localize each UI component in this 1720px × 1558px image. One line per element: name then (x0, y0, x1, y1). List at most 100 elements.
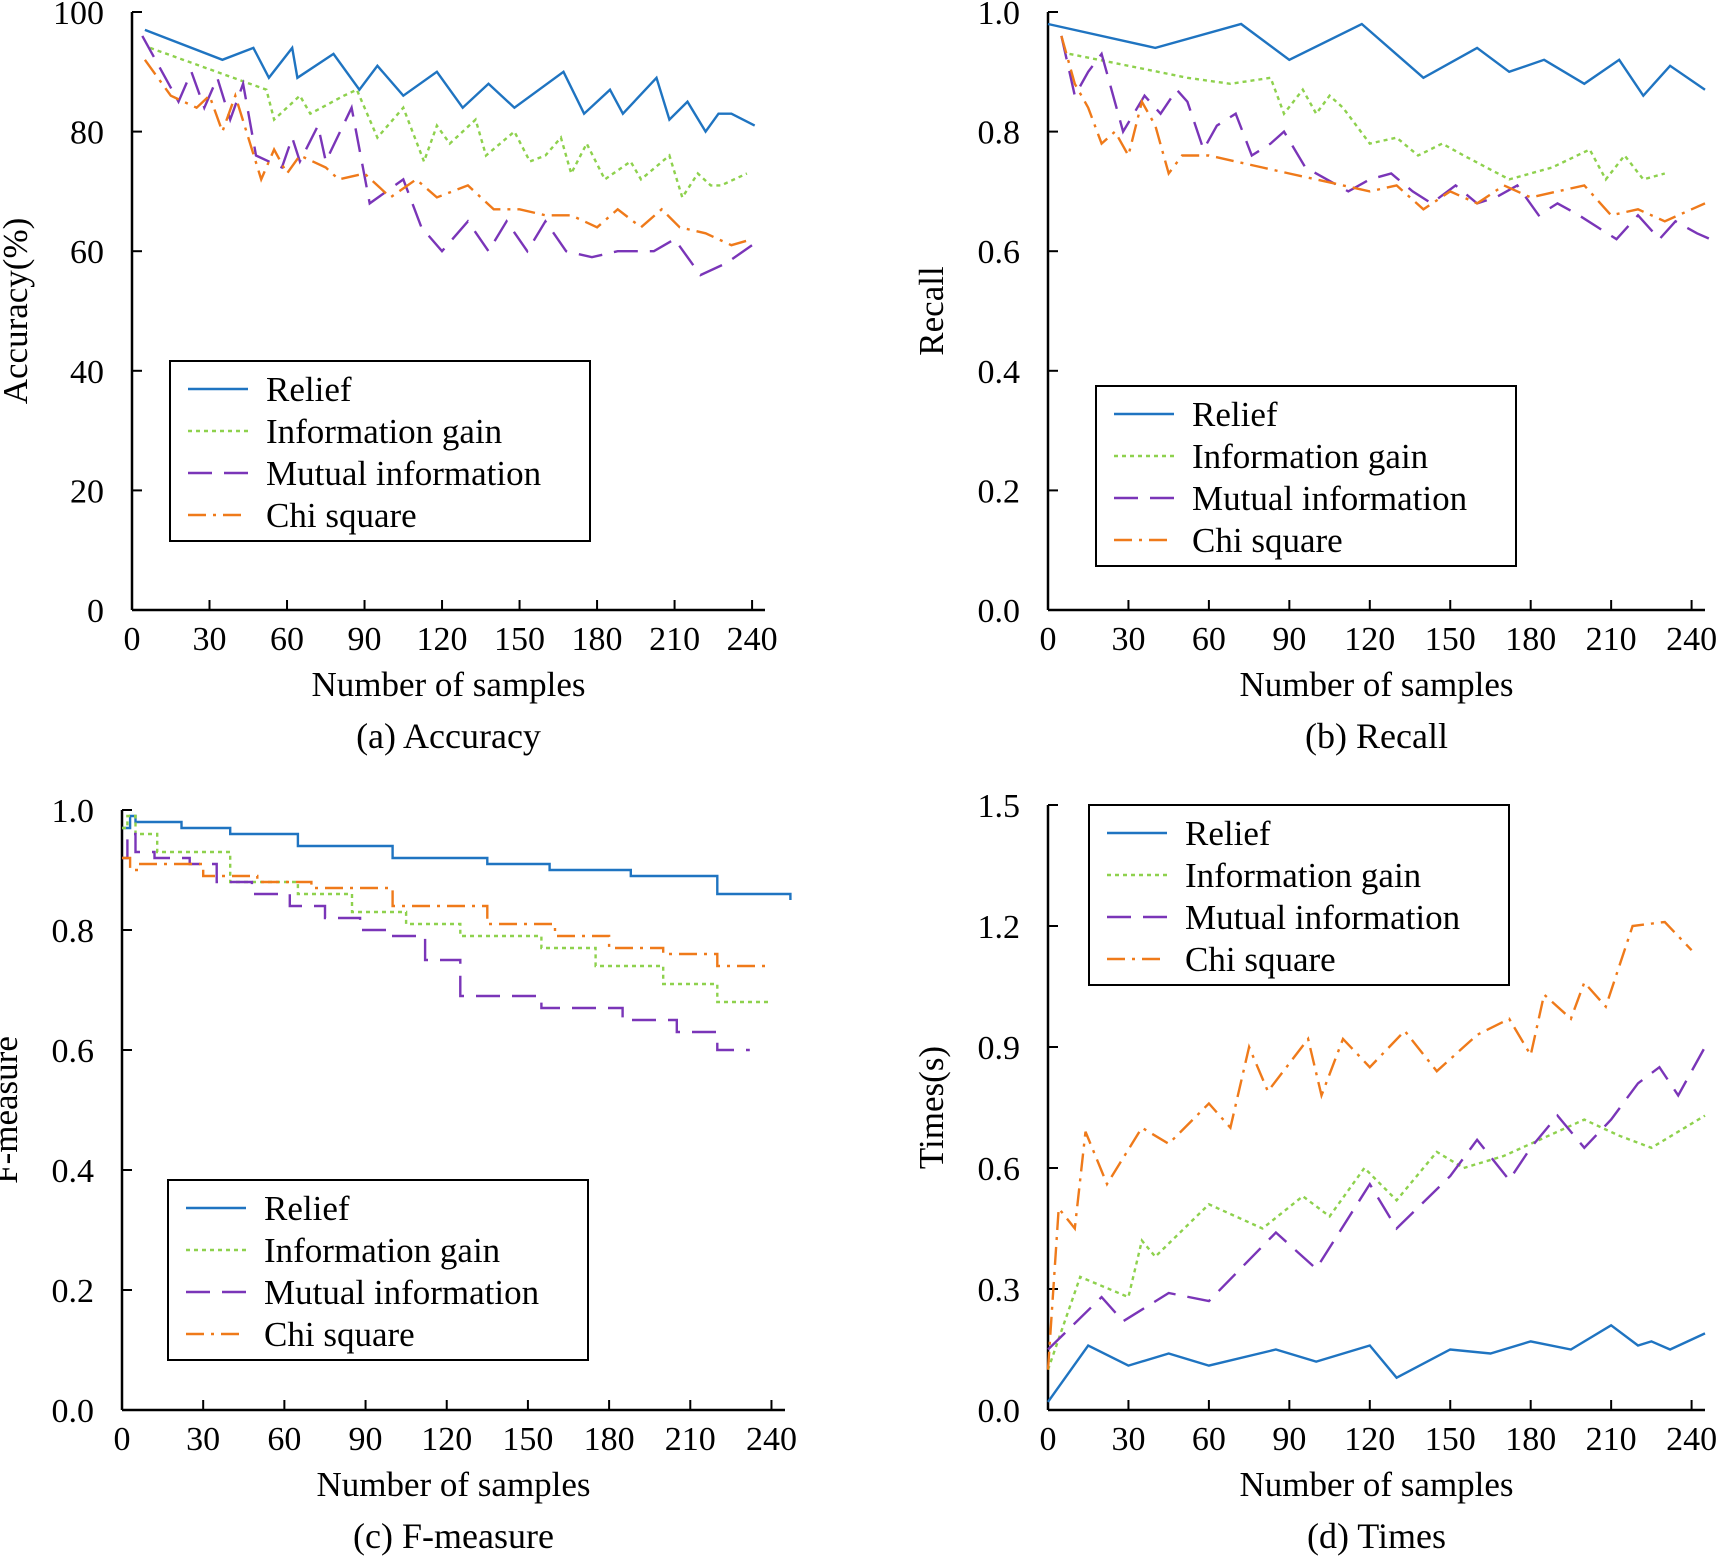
series-line-chi-square (143, 59, 753, 247)
x-tick-label: 120 (421, 1421, 472, 1458)
x-tick-label: 150 (494, 621, 545, 658)
legend-box (1088, 804, 1510, 986)
legend-label-information-gain: Information gain (1192, 437, 1428, 476)
x-tick-label: 150 (1425, 1421, 1476, 1458)
x-tick-label: 60 (1192, 1421, 1226, 1458)
y-tick-label: 0.8 (978, 115, 1021, 152)
legend-label-chi-square: Chi square (1192, 521, 1343, 560)
series-line-information-gain (122, 814, 772, 1004)
y-tick-label: 0.4 (978, 354, 1021, 391)
series-line-chi-square (122, 856, 772, 968)
legend-label-mutual-information: Mutual information (1185, 898, 1460, 937)
panel-caption: (a) Accuracy (356, 716, 541, 756)
x-tick-label: 90 (349, 1421, 383, 1458)
x-axis-label: Number of samples (311, 665, 585, 704)
legend-box (169, 360, 591, 542)
y-tick-label: 0.6 (978, 1151, 1021, 1188)
y-tick-label: 80 (70, 115, 104, 152)
legend-label-information-gain: Information gain (264, 1231, 500, 1270)
x-axis-label: Number of samples (1239, 1465, 1513, 1504)
series-line-information-gain (1069, 52, 1666, 182)
y-tick-label: 0.9 (978, 1030, 1021, 1067)
legend-label-information-gain: Information gain (266, 412, 502, 451)
legend-box (1095, 385, 1517, 567)
x-tick-label: 180 (584, 1421, 635, 1458)
x-tick-label: 0 (1040, 1421, 1057, 1458)
panel-caption: (b) Recall (1305, 716, 1448, 756)
x-tick-label: 60 (270, 621, 304, 658)
y-tick-label: 0.0 (978, 593, 1021, 630)
y-axis-label: Times(s) (912, 1046, 951, 1169)
panel-f-measure: 0.0 0.2 0.4 0.6 0.8 1.0 0 30 60 90 120 150 180 210 240… (0, 793, 797, 1556)
panel-caption: (d) Times (1307, 1516, 1446, 1556)
y-tick-label: 0.8 (52, 913, 95, 950)
x-tick-label: 120 (417, 621, 468, 658)
y-axis-label: Accuracy(%) (0, 218, 35, 405)
y-tick-label: 0.4 (52, 1153, 95, 1190)
series-line-relief (1047, 1323, 1706, 1403)
legend-label-relief: Relief (266, 370, 352, 409)
y-tick-label: 1.5 (978, 788, 1021, 825)
panel-times: 0.0 0.3 0.6 0.9 1.2 1.5 0 30 60 90 120 150 180 210 240… (912, 788, 1717, 1556)
y-tick-label: 0.2 (978, 473, 1021, 510)
x-tick-label: 210 (665, 1421, 716, 1458)
x-tick-label: 120 (1344, 1421, 1395, 1458)
x-axis-label: Number of samples (1239, 665, 1513, 704)
y-tick-label: 100 (53, 0, 104, 32)
legend-label-mutual-information: Mutual information (266, 454, 541, 493)
x-tick-label: 180 (572, 621, 623, 658)
y-tick-label: 0.0 (978, 1393, 1021, 1430)
y-tick-label: 40 (70, 354, 104, 391)
x-tick-label: 0 (124, 621, 141, 658)
series-line-relief (144, 28, 756, 134)
x-tick-label: 30 (1111, 1421, 1145, 1458)
series-line-mutual-information (1047, 1046, 1707, 1351)
y-tick-label: 0.6 (52, 1033, 95, 1070)
x-tick-label: 180 (1505, 621, 1556, 658)
x-tick-label: 90 (1272, 1421, 1306, 1458)
legend-label-chi-square: Chi square (266, 496, 417, 535)
y-tick-label: 0.2 (52, 1273, 95, 1310)
series-line-chi-square (1060, 35, 1706, 223)
legend-label-chi-square: Chi square (1185, 940, 1336, 979)
y-tick-label: 1.0 (52, 793, 95, 830)
y-tick-label: 0.3 (978, 1272, 1021, 1309)
x-tick-label: 240 (727, 621, 778, 658)
series-line-chi-square (1046, 920, 1693, 1370)
panel-caption: (c) F-measure (353, 1516, 554, 1556)
y-axis-label: Recall (912, 266, 951, 356)
panel-recall: 0.0 0.2 0.4 0.6 0.8 1.0 0 30 60 90 120 150 180 210 240… (912, 0, 1717, 756)
x-tick-label: 240 (746, 1421, 797, 1458)
x-tick-label: 30 (186, 1421, 220, 1458)
y-axis-label: F-measure (0, 1036, 25, 1184)
y-tick-label: 1.2 (978, 909, 1021, 946)
x-tick-label: 90 (348, 621, 382, 658)
x-tick-label: 0 (1040, 621, 1057, 658)
legend-label-relief: Relief (264, 1189, 350, 1228)
series-line-relief (122, 814, 792, 900)
y-tick-label: 1.0 (978, 0, 1021, 32)
x-tick-label: 180 (1505, 1421, 1556, 1458)
legend-label-mutual-information: Mutual information (264, 1273, 539, 1312)
x-tick-label: 60 (1192, 621, 1226, 658)
series-line-information-gain (1046, 1114, 1706, 1371)
x-tick-label: 240 (1666, 1421, 1717, 1458)
legend-label-information-gain: Information gain (1185, 856, 1421, 895)
series-line-mutual-information (1060, 35, 1711, 241)
series-line-relief (1047, 22, 1706, 98)
legend-label-relief: Relief (1192, 395, 1278, 434)
x-tick-label: 90 (1272, 621, 1306, 658)
x-tick-label: 30 (1111, 621, 1145, 658)
legend-box (167, 1179, 589, 1361)
x-tick-label: 150 (1425, 621, 1476, 658)
y-tick-label: 20 (70, 473, 104, 510)
x-tick-label: 210 (1586, 1421, 1637, 1458)
y-tick-label: 0 (87, 593, 104, 630)
y-tick-label: 0.0 (52, 1393, 95, 1430)
series-line-mutual-information (141, 35, 753, 277)
legend-label-mutual-information: Mutual information (1192, 479, 1467, 518)
series-line-mutual-information (122, 832, 750, 1052)
